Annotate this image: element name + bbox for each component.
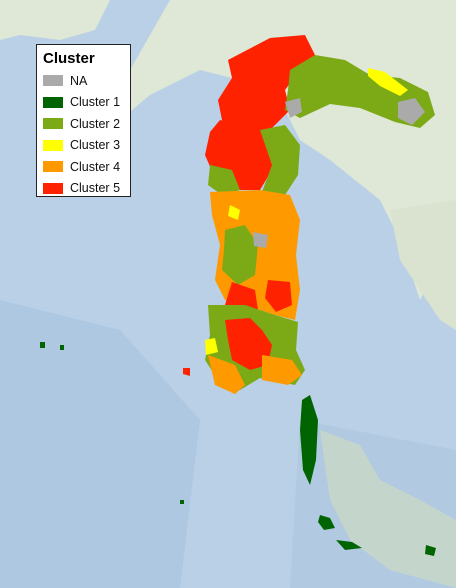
region-cluster-2-northeast[interactable]	[285, 55, 435, 128]
region-cluster-1-island-6[interactable]	[180, 500, 184, 504]
region-cluster-1-island-2[interactable]	[336, 540, 362, 550]
region-cluster-1-island-5[interactable]	[60, 345, 64, 350]
region-cluster-2-west[interactable]	[208, 165, 240, 195]
region-cluster-5-middle-east[interactable]	[265, 280, 292, 312]
legend-swatch	[43, 118, 63, 130]
land-east	[390, 200, 456, 330]
deep-sea-area	[0, 300, 200, 588]
legend-title: Cluster	[43, 50, 95, 67]
legend-label: NA	[70, 73, 88, 88]
legend-swatch	[43, 139, 63, 151]
legend-item-cluster-3: Cluster 3	[43, 135, 124, 157]
region-cluster-1-island-3[interactable]	[425, 545, 436, 556]
region-na-north[interactable]	[285, 98, 302, 118]
region-cluster-1-island-1[interactable]	[318, 515, 335, 530]
land-southeast-islands	[320, 430, 456, 588]
legend-swatch	[43, 182, 63, 194]
legend-label: Cluster 4	[70, 159, 121, 174]
legend-item-cluster-5: Cluster 5	[43, 178, 124, 200]
region-na-northeast[interactable]	[398, 98, 425, 125]
legend-swatch	[43, 161, 63, 173]
legend-item-cluster-4: Cluster 4	[43, 156, 124, 178]
region-na-middle[interactable]	[253, 232, 268, 248]
legend-item-na: NA	[43, 70, 124, 92]
region-cluster-2-center[interactable]	[260, 125, 300, 195]
legend-swatch	[43, 96, 63, 108]
land-northwest	[0, 0, 110, 40]
region-cluster-3-middle[interactable]	[228, 205, 240, 220]
region-cluster-1-island-4[interactable]	[40, 342, 45, 348]
region-cluster-3-northeast[interactable]	[368, 68, 408, 96]
legend-item-cluster-1: Cluster 1	[43, 92, 124, 114]
legend-swatch	[43, 75, 63, 87]
region-cluster-1-island-selayar[interactable]	[300, 395, 318, 485]
legend-label: Cluster 1	[70, 95, 121, 110]
legend-label: Cluster 3	[70, 138, 121, 153]
region-cluster-2-middle[interactable]	[222, 225, 258, 285]
legend-label: Cluster 2	[70, 116, 121, 131]
region-cluster-5-island[interactable]	[183, 368, 190, 376]
region-cluster-3-south[interactable]	[205, 338, 218, 355]
region-cluster-4-southeast[interactable]	[262, 355, 302, 385]
region-cluster-4-south[interactable]	[208, 355, 245, 394]
region-cluster-5-south[interactable]	[225, 318, 272, 370]
map-legend: Cluster NA Cluster 1 Cluster 2 Cluster 3…	[36, 44, 131, 197]
legend-item-cluster-2: Cluster 2	[43, 113, 124, 135]
legend-label: Cluster 5	[70, 181, 121, 196]
